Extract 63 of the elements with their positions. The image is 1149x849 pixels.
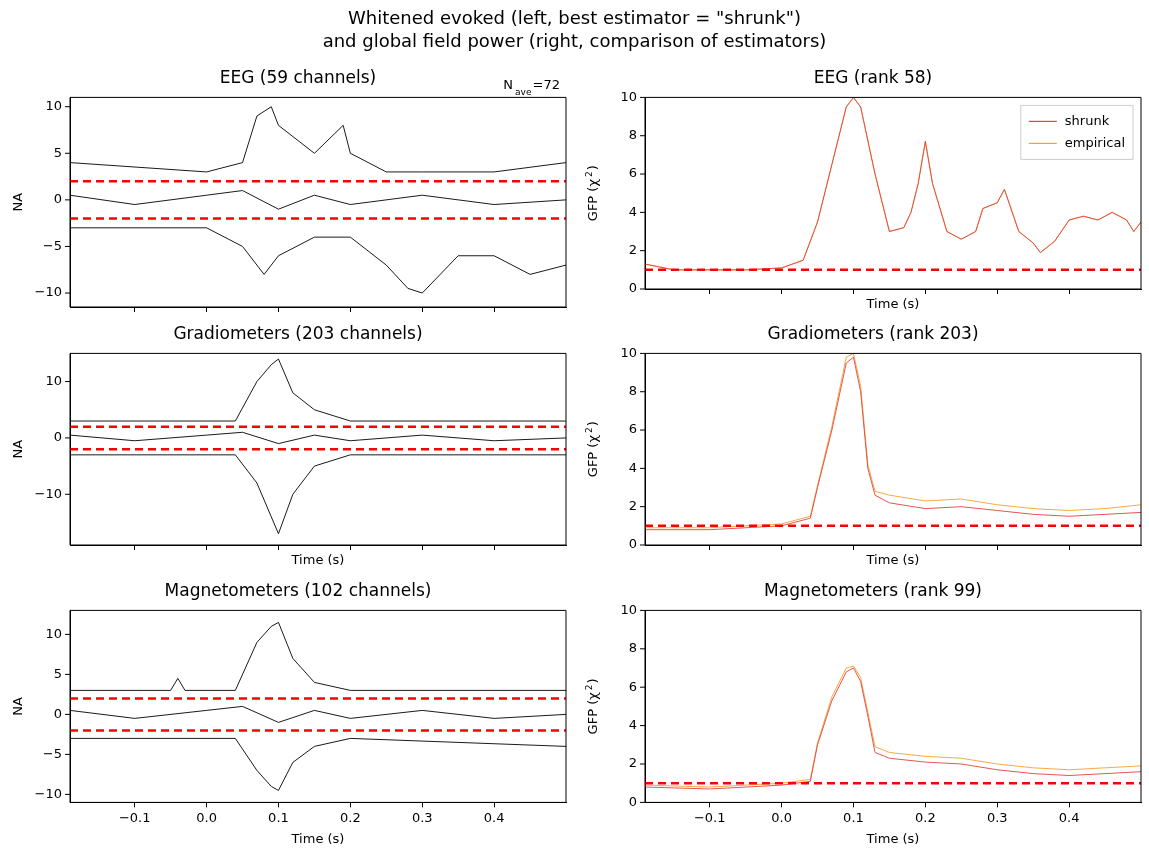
y-tick-label: 2 xyxy=(628,242,637,258)
y-tick-label: 10 xyxy=(45,372,62,388)
y-tick-label: 5 xyxy=(53,665,62,681)
y-tick-label: 5 xyxy=(53,144,62,160)
chart-title: Magnetometers (102 channels) xyxy=(164,579,432,600)
y-tick-label: 4 xyxy=(628,459,637,475)
y-tick-label: 0 xyxy=(53,705,62,721)
chart-title: EEG (rank 58) xyxy=(813,66,933,87)
y-tick-label: 6 xyxy=(628,165,637,181)
y-tick-label: 8 xyxy=(628,640,637,656)
y-tick-label: 0 xyxy=(628,793,637,809)
x-axis-title: Time (s) xyxy=(290,831,345,846)
y-tick-label: 0 xyxy=(53,429,62,445)
y-tick-label: 8 xyxy=(628,127,637,143)
y-tick-label: −5 xyxy=(42,745,62,761)
y-tick-label: 4 xyxy=(628,203,637,219)
y-tick-label: 2 xyxy=(628,755,637,771)
x-tick-label: 0.4 xyxy=(483,809,505,825)
x-axis-title: Time (s) xyxy=(865,552,920,567)
x-tick-label: 0.3 xyxy=(411,809,433,825)
x-tick-label: 0.1 xyxy=(268,809,289,825)
x-tick-label: 0.0 xyxy=(771,809,792,825)
y-axis-title: GFP (χ2) xyxy=(583,421,600,478)
y-axis-title: GFP (χ2) xyxy=(583,165,600,222)
chart-title: EEG (59 channels) xyxy=(219,66,377,87)
y-tick-label: −10 xyxy=(34,284,62,300)
y-tick-label: 8 xyxy=(628,383,637,399)
y-tick-label: 10 xyxy=(620,344,637,360)
text: Whitened evoked (left, best estimator = "shrunk") and global field power (right, comparison of estimators) xyxy=(321,6,828,52)
x-tick-label: 0.2 xyxy=(915,809,936,825)
y-tick-label: 0 xyxy=(628,280,637,296)
y-tick-label: 10 xyxy=(45,98,62,114)
y-tick-label: 0 xyxy=(53,191,62,207)
y-axis-title: NA xyxy=(10,696,25,716)
y-tick-label: 6 xyxy=(628,421,637,437)
x-tick-label: 0.1 xyxy=(843,809,864,825)
chart-title: Gradiometers (203 channels) xyxy=(173,322,423,343)
legend-label: shrunk xyxy=(1064,112,1110,128)
y-tick-label: 2 xyxy=(628,498,637,514)
y-tick-label: 10 xyxy=(620,88,637,104)
x-axis-title: Time (s) xyxy=(290,552,345,567)
y-tick-label: 6 xyxy=(628,678,637,694)
y-tick-label: 0 xyxy=(628,536,637,552)
y-tick-label: 10 xyxy=(620,601,637,617)
y-tick-label: 10 xyxy=(45,625,62,641)
legend-label: empirical xyxy=(1064,134,1126,150)
y-tick-label: −10 xyxy=(34,485,62,501)
x-tick-label: 0.3 xyxy=(986,809,1008,825)
y-axis-title: GFP (χ2) xyxy=(583,678,600,735)
x-tick-label: 0.0 xyxy=(196,809,217,825)
y-tick-label: 4 xyxy=(628,716,637,732)
x-axis-title: Time (s) xyxy=(865,296,920,311)
x-tick-label: 0.4 xyxy=(1058,809,1080,825)
x-tick-label: −0.1 xyxy=(118,809,151,825)
x-tick-label: 0.2 xyxy=(340,809,361,825)
x-axis-title: Time (s) xyxy=(865,831,920,846)
x-tick-label: −0.1 xyxy=(693,809,726,825)
y-tick-label: −5 xyxy=(42,237,62,253)
y-axis-title: NA xyxy=(10,192,25,212)
chart-title: Gradiometers (rank 203) xyxy=(767,322,979,343)
y-axis-title: NA xyxy=(10,439,25,459)
y-tick-label: −10 xyxy=(34,785,62,801)
chart-title: Magnetometers (rank 99) xyxy=(764,579,982,600)
